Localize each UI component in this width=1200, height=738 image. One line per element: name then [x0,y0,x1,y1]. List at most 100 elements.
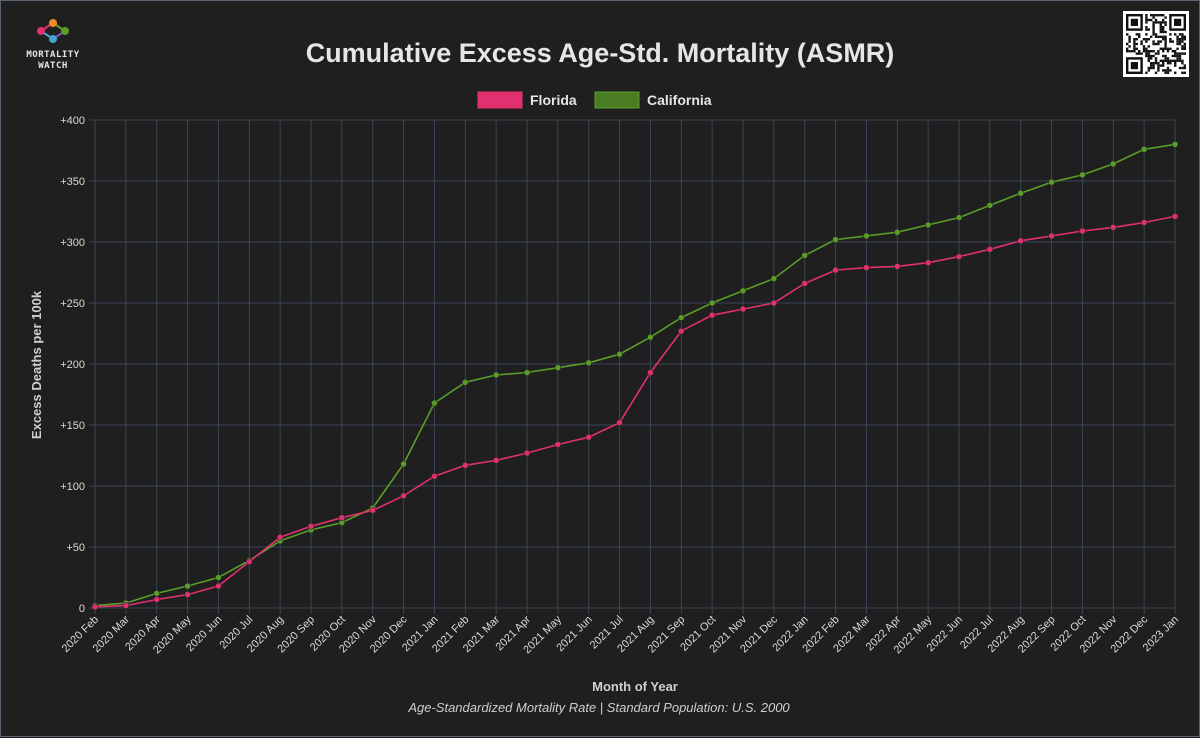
data-point-florida[interactable] [1140,219,1148,226]
data-point-california[interactable] [893,228,901,236]
data-point-florida[interactable] [924,259,932,267]
data-point-florida[interactable] [369,507,377,514]
data-point-california[interactable] [585,359,593,367]
data-point-california[interactable] [708,299,716,307]
data-point-florida[interactable] [801,280,809,287]
data-point-florida[interactable] [739,305,747,313]
qr-module [1164,54,1167,58]
data-point-california[interactable] [677,314,685,321]
qr-module [1145,71,1148,74]
qr-module [1162,28,1165,31]
qr-module [1145,16,1148,19]
qr-module [1145,14,1148,17]
data-point-florida[interactable] [986,246,994,253]
data-point-california[interactable] [1079,171,1086,179]
data-point-florida[interactable] [585,433,593,441]
data-point-florida[interactable] [893,263,901,270]
qr-module [1159,47,1162,50]
data-point-california[interactable] [153,590,161,597]
data-point-florida[interactable] [184,591,191,598]
data-point-florida[interactable] [215,582,222,590]
data-point-california[interactable] [832,236,839,243]
qr-module [1159,64,1162,67]
qr-module [1150,14,1153,17]
data-point-california[interactable] [215,574,222,581]
data-point-california[interactable] [770,275,778,282]
qr-module [1150,35,1153,38]
data-point-florida[interactable] [1017,237,1025,245]
data-point-california[interactable] [523,369,531,376]
data-point-florida[interactable] [91,603,99,611]
data-point-california[interactable] [431,399,438,407]
data-point-florida[interactable] [708,311,716,319]
data-point-california[interactable] [1109,160,1117,168]
data-point-florida[interactable] [276,533,284,541]
qr-module [1135,47,1138,50]
data-point-california[interactable] [924,221,932,229]
data-point-florida[interactable] [492,457,500,464]
data-point-california[interactable] [647,333,654,341]
qr-module [1181,35,1184,38]
data-point-florida[interactable] [863,264,870,271]
data-point-florida[interactable] [1048,232,1055,240]
data-point-california[interactable] [1017,189,1025,197]
y-axis-title: Excess Deaths per 100k [29,290,44,439]
x-axis-title: Month of Year [592,679,678,694]
data-point-florida[interactable] [461,461,469,469]
data-point-florida[interactable] [955,253,963,260]
qr-module [1162,64,1165,67]
qr-module [1145,26,1148,29]
data-point-florida[interactable] [338,514,346,522]
data-point-florida[interactable] [770,299,778,307]
legend-item-california[interactable]: California [594,91,712,109]
qr-module [1166,62,1170,65]
data-point-florida[interactable] [1079,227,1086,235]
data-point-florida[interactable] [122,602,130,609]
data-point-florida[interactable] [153,596,161,603]
data-point-florida[interactable] [616,419,623,426]
data-point-florida[interactable] [431,472,438,480]
qr-module [1162,62,1165,65]
qr-module [1164,40,1167,43]
data-point-florida[interactable] [245,558,253,565]
qr-module [1145,28,1148,31]
qr-module [1166,59,1170,62]
data-point-florida[interactable] [1109,224,1117,231]
data-point-florida[interactable] [523,449,531,457]
qr-module [1178,42,1182,46]
data-point-florida[interactable] [307,522,315,530]
y-axis-ticks: 0 +50 +100 +150 +200 +250 +300 +350 +400 [60,115,85,615]
series-line-california [94,143,1176,607]
y-tick-label: +250 [60,298,85,310]
qr-module [1154,57,1158,60]
data-point-california[interactable] [1140,145,1148,153]
data-point-california[interactable] [986,202,994,209]
data-point-florida[interactable] [400,492,407,500]
qr-module [1183,35,1186,38]
data-point-california[interactable] [801,252,809,259]
data-point-california[interactable] [955,214,963,221]
data-point-california[interactable] [616,350,623,358]
legend-item-florida[interactable]: Florida [477,91,577,109]
data-point-florida[interactable] [554,441,562,448]
qr-module [1174,54,1177,58]
qr-module [1174,50,1177,53]
data-point-florida[interactable] [647,369,654,376]
qr-module [1157,40,1160,43]
data-point-california[interactable] [1171,141,1179,148]
qr-module [1157,66,1160,70]
data-point-california[interactable] [863,232,870,240]
qr-module [1164,23,1167,26]
qr-module [1162,30,1165,34]
data-point-california[interactable] [184,582,191,590]
data-point-california[interactable] [554,364,562,371]
data-point-florida[interactable] [677,327,685,335]
data-point-california[interactable] [1048,178,1055,186]
data-point-california[interactable] [461,378,469,386]
data-point-florida[interactable] [832,266,839,274]
data-point-california[interactable] [492,371,500,379]
data-point-california[interactable] [739,287,747,295]
data-point-florida[interactable] [1171,213,1179,220]
data-point-california[interactable] [400,460,407,468]
